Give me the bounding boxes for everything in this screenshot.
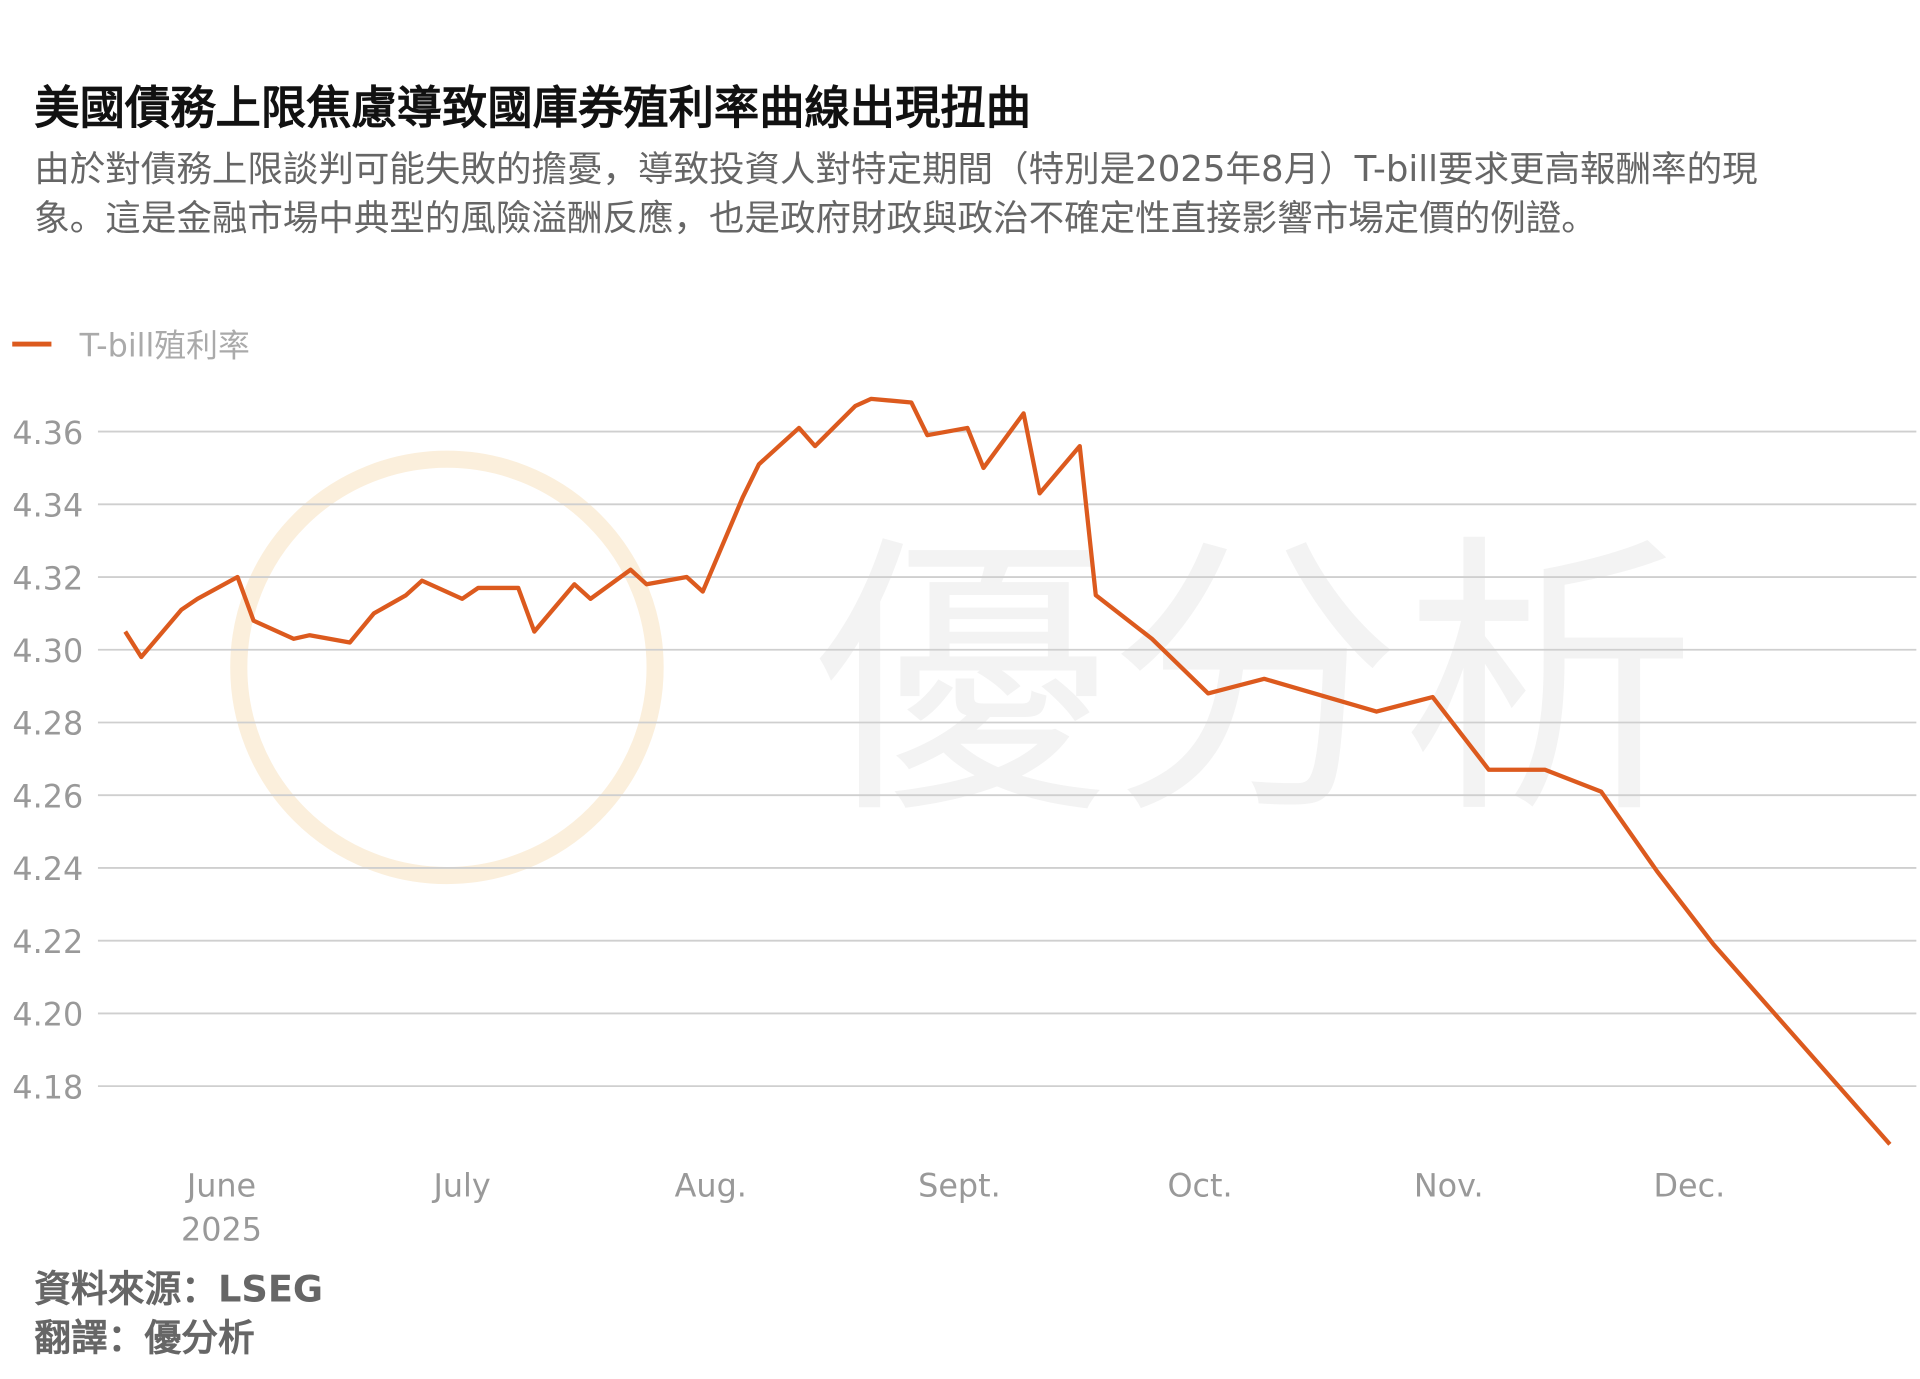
- y-tick-label: 4.24: [12, 850, 83, 888]
- x-tick-label: July: [431, 1166, 490, 1204]
- chart-subtitle: 由於對債務上限談判可能失敗的擔憂，導致投資人對特定期間（特別是2025年8月）T…: [34, 148, 1758, 239]
- y-tick-label: 4.36: [12, 414, 83, 452]
- y-tick-label: 4.22: [12, 923, 83, 961]
- legend: T-bill殖利率: [12, 321, 250, 366]
- y-tick-label: 4.32: [12, 559, 83, 597]
- legend-label: T-bill殖利率: [79, 328, 250, 365]
- x-tick-label: Oct.: [1167, 1166, 1232, 1204]
- y-tick-label: 4.28: [12, 705, 83, 743]
- x-tick-label: Nov.: [1414, 1166, 1484, 1204]
- series-line: [123, 396, 1892, 1146]
- y-tick-label: 4.34: [12, 487, 83, 525]
- watermark-logo: [230, 450, 664, 885]
- translation-credit: 翻譯：優分析: [34, 1317, 255, 1361]
- y-tick-label: 4.20: [12, 996, 83, 1034]
- y-tick-label: 4.30: [12, 632, 83, 670]
- x-tick-label: Sept.: [918, 1166, 1001, 1204]
- source: 資料來源：LSEG: [34, 1268, 324, 1312]
- x-tick-label: Aug.: [675, 1166, 747, 1204]
- chart-title: 美國債務上限焦慮導致國庫券殖利率曲線出現扭曲: [34, 82, 1032, 135]
- y-tick-label: 4.18: [12, 1068, 83, 1106]
- x-tick-label: Dec.: [1653, 1166, 1725, 1204]
- y-tick-label: 4.26: [12, 777, 83, 815]
- x-tick-label: June: [185, 1166, 256, 1204]
- legend-swatch: [12, 341, 52, 346]
- x-year-label: 2025: [181, 1210, 262, 1248]
